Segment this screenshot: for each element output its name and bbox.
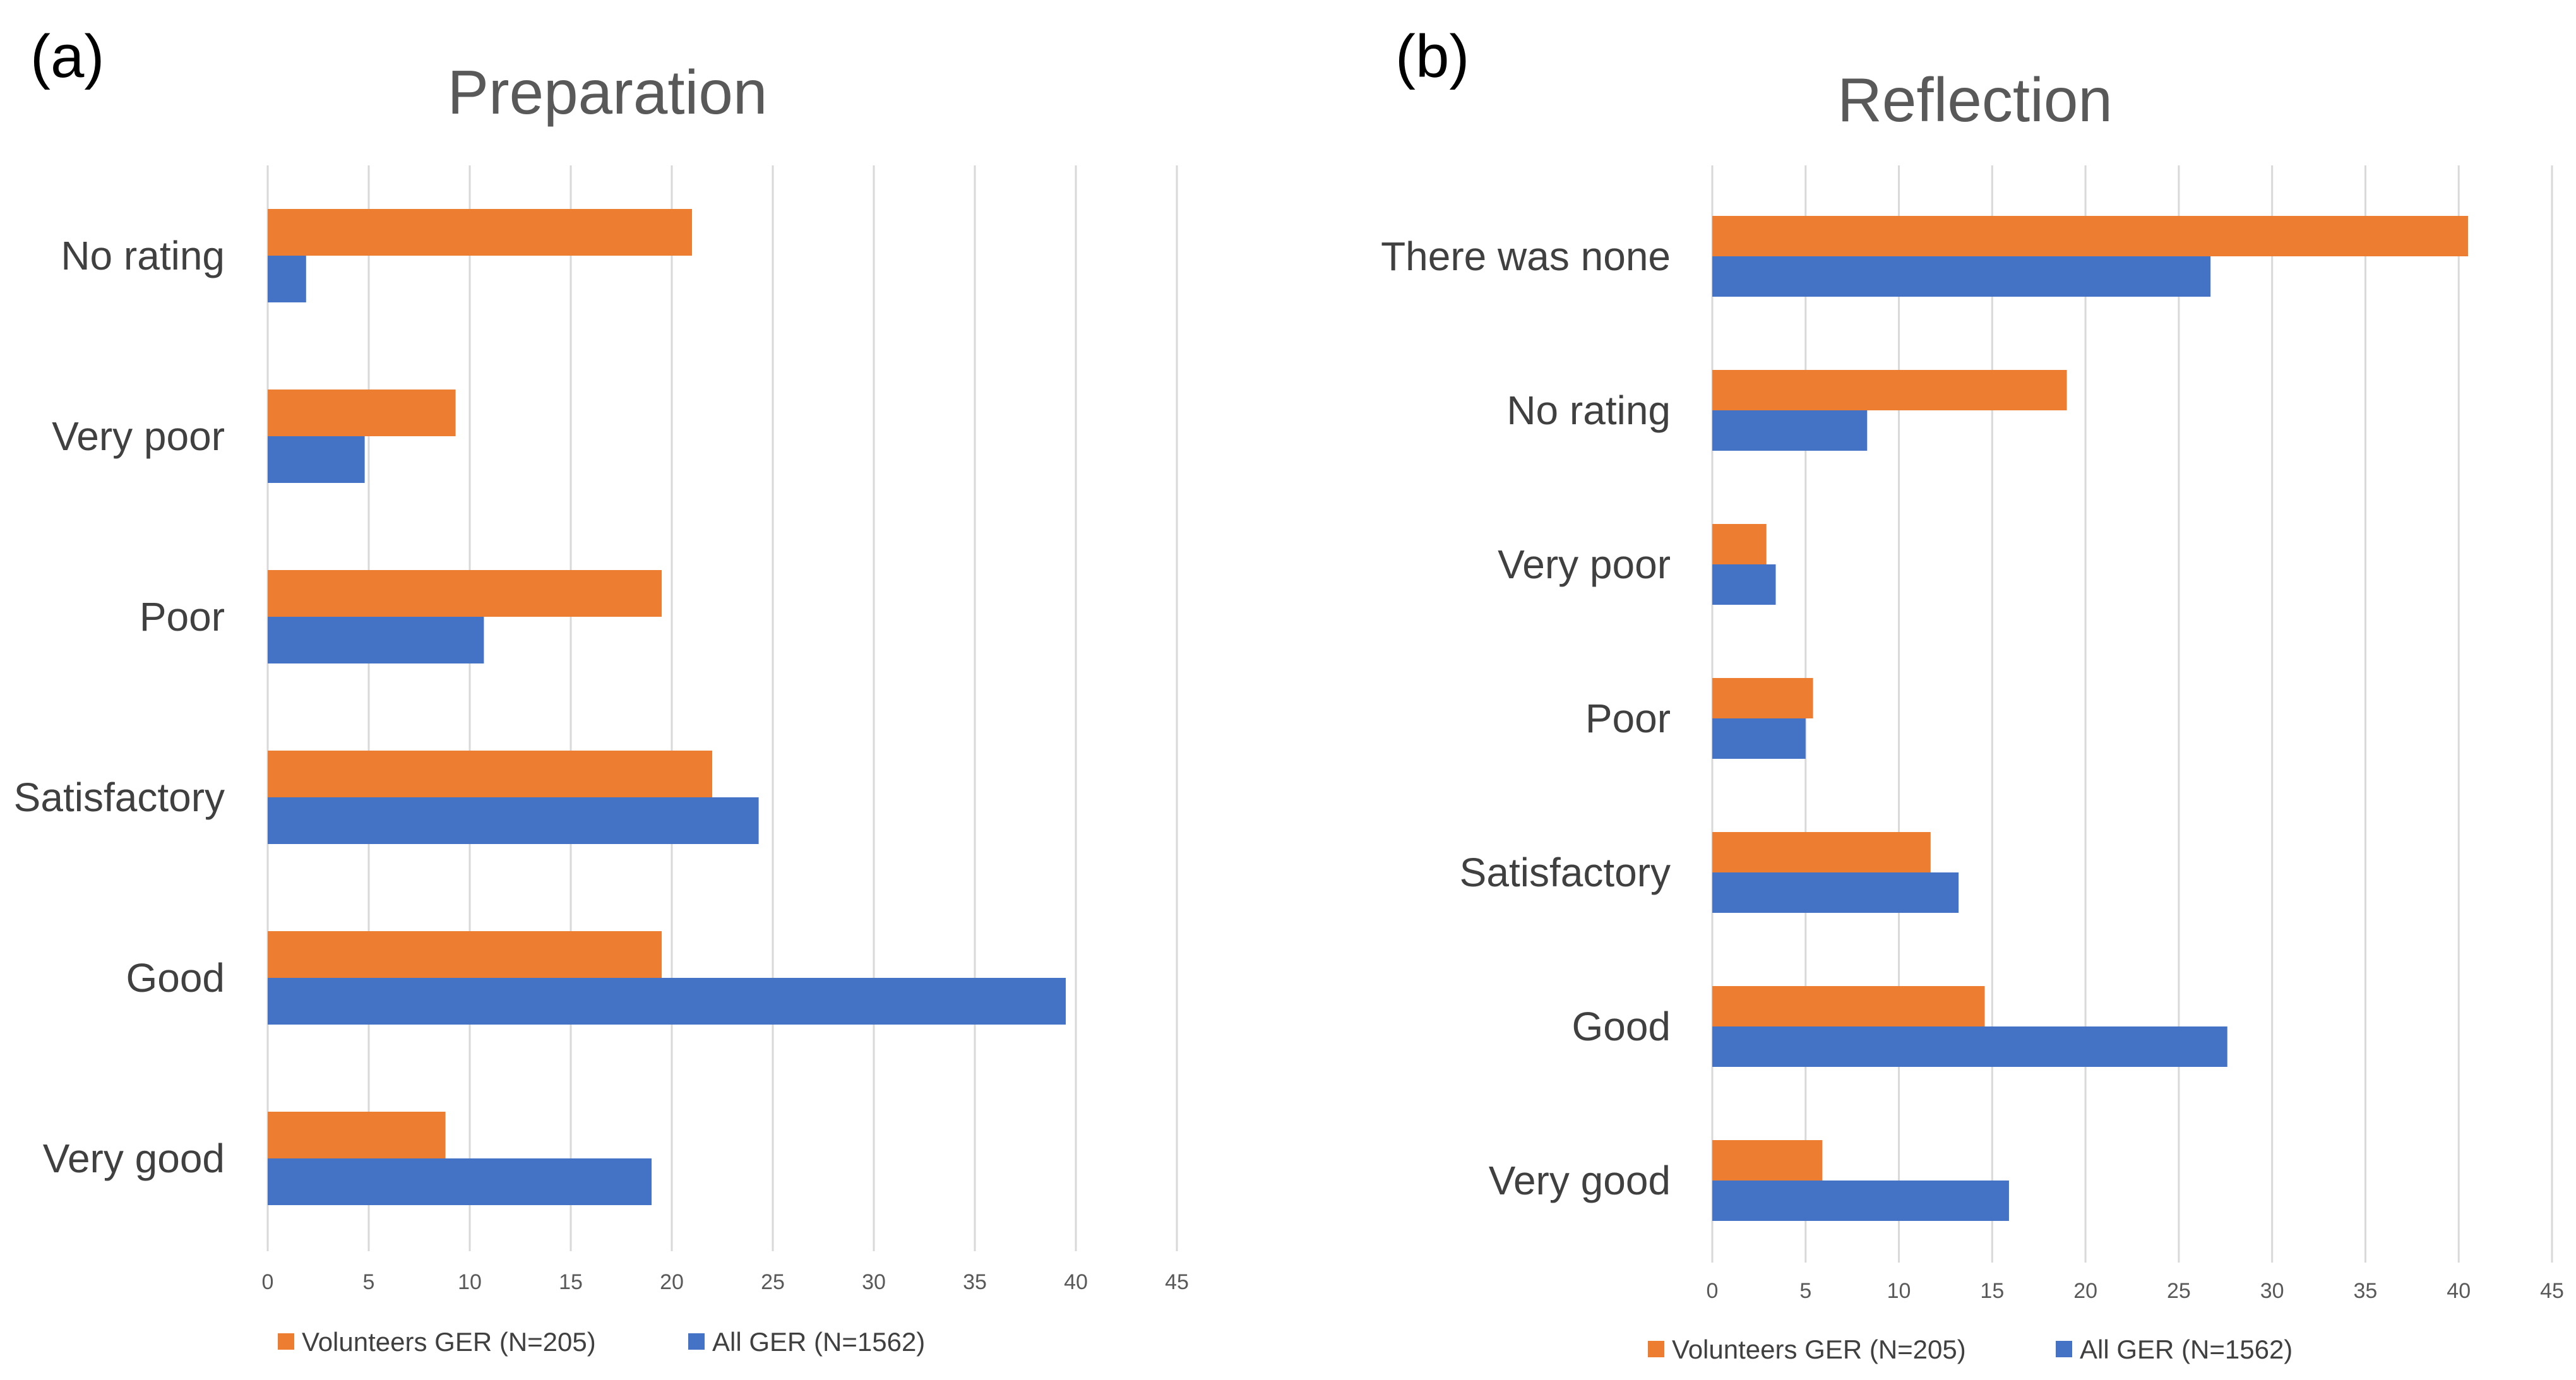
bar-a-volunteers-poor xyxy=(268,570,662,617)
panel-label-b: (b) xyxy=(1395,23,1469,90)
bar-b-all-satisfactory xyxy=(1712,872,1959,913)
category-label-a-very-poor: Very poor xyxy=(52,413,225,459)
x-tick-label-a-25: 25 xyxy=(761,1270,785,1294)
bar-b-volunteers-there-was-none xyxy=(1712,216,2468,256)
x-tick-label-a-20: 20 xyxy=(660,1270,684,1294)
x-tick-label-b-45: 45 xyxy=(2540,1279,2564,1303)
category-label-a-poor: Poor xyxy=(140,594,225,639)
bar-a-volunteers-very-poor xyxy=(268,390,456,436)
category-label-a-satisfactory: Satisfactory xyxy=(14,775,225,820)
x-tick-label-b-0: 0 xyxy=(1707,1279,1719,1303)
bar-a-all-very-good xyxy=(268,1158,652,1205)
x-tick-label-a-5: 5 xyxy=(363,1270,375,1294)
bar-b-volunteers-good xyxy=(1712,986,1985,1026)
category-label-a-no-rating: No rating xyxy=(61,233,225,278)
category-label-b-satisfactory: Satisfactory xyxy=(1460,850,1671,895)
gridlines-a xyxy=(266,165,1178,1251)
gridlines-b xyxy=(1711,165,2553,1263)
x-tick-label-b-20: 20 xyxy=(2073,1279,2097,1303)
bar-b-volunteers-no-rating xyxy=(1712,370,2067,410)
bar-a-all-satisfactory xyxy=(268,797,759,844)
x-tick-label-b-15: 15 xyxy=(1980,1279,2004,1303)
category-label-b-good: Good xyxy=(1571,1004,1671,1049)
bar-b-all-poor xyxy=(1712,718,1806,759)
bar-a-all-very-poor xyxy=(268,436,365,483)
legend-label-all-a: All GER (N=1562) xyxy=(712,1327,925,1357)
bar-b-volunteers-poor xyxy=(1712,678,1813,718)
legend-swatch-volunteers-a xyxy=(278,1333,294,1350)
legend-label-all-b: All GER (N=1562) xyxy=(2080,1335,2293,1364)
category-label-b-poor: Poor xyxy=(1585,696,1671,741)
x-tick-label-b-35: 35 xyxy=(2354,1279,2378,1303)
bar-b-all-good xyxy=(1712,1026,2227,1067)
x-tick-label-a-45: 45 xyxy=(1165,1270,1189,1294)
x-tick-label-b-25: 25 xyxy=(2167,1279,2191,1303)
bars-b xyxy=(1712,216,2468,1221)
chart-title-reflection: Reflection xyxy=(1837,65,2113,134)
bar-b-all-no-rating xyxy=(1712,410,1868,451)
category-label-a-good: Good xyxy=(126,955,225,1001)
tick-labels-a: 0 5 10 15 20 25 30 35 40 45 xyxy=(262,1270,1189,1294)
bar-b-volunteers-very-poor xyxy=(1712,524,1767,564)
x-tick-label-a-35: 35 xyxy=(963,1270,987,1294)
legend-b: Volunteers GER (N=205) All GER (N=1562) xyxy=(1648,1335,2293,1364)
panel-label-a: (a) xyxy=(30,23,104,90)
chart-panel-preparation: (a) Preparation No rating Very poor Poor Sa… xyxy=(14,23,1189,1357)
chart-panel-reflection: (b) Reflection There was none No rating Ve… xyxy=(1381,23,2564,1364)
category-label-a-very-good: Very good xyxy=(43,1136,225,1181)
legend-swatch-all-a xyxy=(688,1333,705,1350)
bar-b-all-there-was-none xyxy=(1712,256,2211,297)
bar-a-all-good xyxy=(268,978,1066,1025)
bar-b-volunteers-very-good xyxy=(1712,1140,1823,1181)
legend-label-volunteers-b: Volunteers GER (N=205) xyxy=(1672,1335,1966,1364)
category-label-b-there-was-none: There was none xyxy=(1381,234,1671,279)
bar-a-volunteers-very-good xyxy=(268,1112,446,1158)
category-labels-b: There was none No rating Very poor Poor Sati… xyxy=(1381,234,1671,1203)
category-labels-a: No rating Very poor Poor Satisfactory Good Ve… xyxy=(14,233,225,1181)
bar-b-all-very-poor xyxy=(1712,564,1776,605)
x-tick-label-a-40: 40 xyxy=(1064,1270,1088,1294)
category-label-b-very-good: Very good xyxy=(1489,1158,1671,1203)
x-tick-label-a-15: 15 xyxy=(559,1270,583,1294)
legend-a: Volunteers GER (N=205) All GER (N=1562) xyxy=(278,1327,925,1357)
bar-a-volunteers-good xyxy=(268,931,662,978)
legend-swatch-all-b xyxy=(2056,1341,2072,1357)
x-tick-label-b-5: 5 xyxy=(1799,1279,1811,1303)
legend-swatch-volunteers-b xyxy=(1648,1341,1664,1357)
tick-labels-b: 0 5 10 15 20 25 30 35 40 45 xyxy=(1707,1279,2564,1303)
bar-a-volunteers-satisfactory xyxy=(268,751,712,797)
legend-label-volunteers-a: Volunteers GER (N=205) xyxy=(302,1327,596,1357)
bar-a-all-poor xyxy=(268,617,484,663)
bar-a-volunteers-no-rating xyxy=(268,209,692,256)
x-tick-label-b-10: 10 xyxy=(1887,1279,1911,1303)
bar-b-all-very-good xyxy=(1712,1181,2009,1221)
category-label-b-no-rating: No rating xyxy=(1506,388,1671,433)
category-label-b-very-poor: Very poor xyxy=(1498,542,1671,587)
bars-a xyxy=(268,209,1066,1205)
x-tick-label-a-30: 30 xyxy=(862,1270,886,1294)
chart-title-preparation: Preparation xyxy=(448,57,768,127)
x-tick-label-a-0: 0 xyxy=(262,1270,274,1294)
bar-b-volunteers-satisfactory xyxy=(1712,832,1931,872)
x-tick-label-b-30: 30 xyxy=(2260,1279,2284,1303)
x-tick-label-b-40: 40 xyxy=(2447,1279,2471,1303)
bar-a-all-no-rating xyxy=(268,256,306,302)
x-tick-label-a-10: 10 xyxy=(458,1270,482,1294)
